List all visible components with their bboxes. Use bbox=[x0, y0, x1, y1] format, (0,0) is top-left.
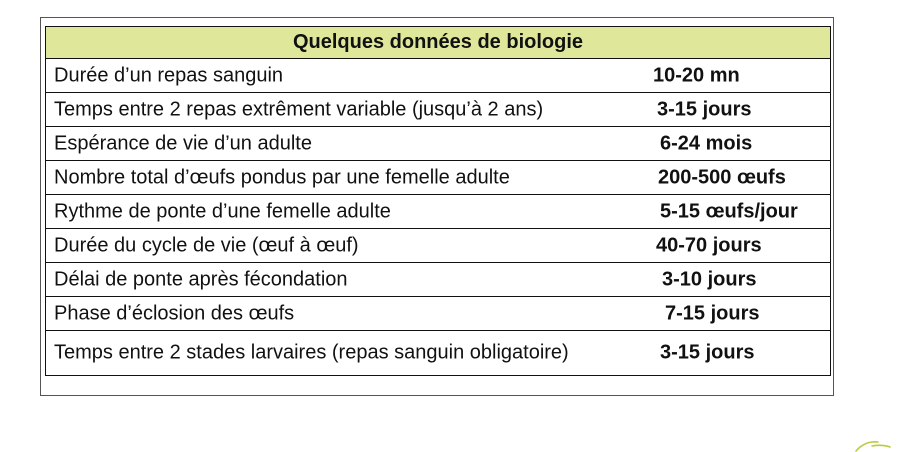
row-value: 200-500 œufs bbox=[658, 166, 786, 188]
row-value: 3-15 jours bbox=[657, 98, 752, 120]
row-value: 40-70 jours bbox=[656, 234, 762, 256]
table-row: Temps entre 2 repas extrêment variable (… bbox=[45, 92, 831, 127]
row-label: Durée d’un repas sanguin bbox=[54, 64, 284, 86]
table-row: Durée d’un repas sanguin 10-20 mn bbox=[45, 58, 831, 93]
row-value: 3-15 jours bbox=[660, 341, 755, 364]
row-label: Durée du cycle de vie (œuf à œuf) bbox=[54, 234, 359, 256]
row-label: Rythme de ponte d’une femelle adulte bbox=[54, 200, 391, 222]
row-value: 7-15 jours bbox=[665, 302, 760, 324]
table-row: Phase d’éclosion des œufs 7-15 jours bbox=[45, 296, 831, 331]
leaf-decoration-icon bbox=[855, 441, 891, 452]
table-row: Délai de ponte après fécondation 3-10 jo… bbox=[45, 262, 831, 297]
row-label: Temps entre 2 stades larvaires (repas sa… bbox=[54, 341, 569, 364]
row-value: 10-20 mn bbox=[653, 64, 740, 86]
table-frame bbox=[40, 17, 834, 396]
row-value: 6-24 mois bbox=[660, 132, 753, 154]
row-label: Phase d’éclosion des œufs bbox=[54, 302, 295, 324]
table-row: Temps entre 2 stades larvaires (repas sa… bbox=[45, 330, 831, 376]
table-row: Durée du cycle de vie (œuf à œuf) 40-70 … bbox=[45, 228, 831, 263]
row-value: 5-15 œufs/jour bbox=[660, 200, 798, 222]
table-row: Rythme de ponte d’une femelle adulte 5-1… bbox=[45, 194, 831, 229]
table-row: Nombre total d’œufs pondus par une femel… bbox=[45, 160, 831, 195]
row-label: Délai de ponte après fécondation bbox=[54, 268, 348, 290]
table-row: Espérance de vie d’un adulte 6-24 mois bbox=[45, 126, 831, 161]
row-value: 3-10 jours bbox=[662, 268, 757, 290]
row-label: Temps entre 2 repas extrêment variable (… bbox=[54, 98, 544, 120]
row-label: Nombre total d’œufs pondus par une femel… bbox=[54, 166, 510, 188]
table-title: Quelques données de biologie bbox=[45, 26, 831, 59]
row-label: Espérance de vie d’un adulte bbox=[54, 132, 312, 154]
biology-data-table: Quelques données de biologie Durée d’un … bbox=[45, 26, 831, 376]
